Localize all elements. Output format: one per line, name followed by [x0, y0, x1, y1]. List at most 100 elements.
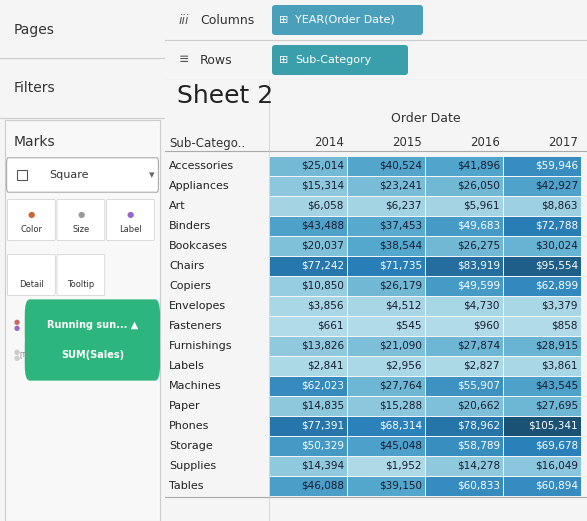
- Bar: [426, 257, 503, 276]
- Bar: [348, 457, 425, 476]
- Bar: [348, 377, 425, 396]
- Bar: [504, 477, 581, 496]
- Text: $105,341: $105,341: [528, 421, 578, 431]
- FancyBboxPatch shape: [6, 158, 158, 192]
- Text: $77,391: $77,391: [301, 421, 344, 431]
- Text: Fasteners: Fasteners: [169, 321, 222, 331]
- FancyBboxPatch shape: [25, 300, 160, 351]
- Bar: [348, 297, 425, 316]
- FancyBboxPatch shape: [25, 329, 160, 381]
- Text: $72,788: $72,788: [535, 221, 578, 231]
- Bar: [426, 317, 503, 336]
- Text: Running sun... ▲: Running sun... ▲: [47, 320, 138, 330]
- Text: YEAR(Order Date): YEAR(Order Date): [295, 15, 394, 25]
- Bar: [426, 197, 503, 216]
- Bar: [270, 357, 347, 376]
- Text: $45,048: $45,048: [379, 441, 422, 451]
- Bar: [348, 437, 425, 456]
- Text: $60,833: $60,833: [457, 481, 500, 491]
- Text: $30,024: $30,024: [535, 241, 578, 251]
- Bar: [348, 357, 425, 376]
- Text: $2,827: $2,827: [464, 361, 500, 371]
- FancyBboxPatch shape: [106, 200, 154, 241]
- Text: $20,037: $20,037: [301, 241, 344, 251]
- Bar: [270, 197, 347, 216]
- Bar: [504, 297, 581, 316]
- Text: $59,946: $59,946: [535, 161, 578, 171]
- Text: Binders: Binders: [169, 221, 211, 231]
- Text: $43,488: $43,488: [301, 221, 344, 231]
- Text: Labels: Labels: [169, 361, 205, 371]
- Text: $3,856: $3,856: [308, 301, 344, 311]
- Bar: [504, 157, 581, 176]
- Bar: [426, 277, 503, 296]
- Text: $42,927: $42,927: [535, 181, 578, 191]
- Bar: [270, 257, 347, 276]
- Text: ≡: ≡: [179, 54, 190, 67]
- Text: $40,524: $40,524: [379, 161, 422, 171]
- Bar: [504, 377, 581, 396]
- Text: $27,695: $27,695: [535, 401, 578, 411]
- Text: 2016: 2016: [470, 137, 500, 150]
- Bar: [426, 457, 503, 476]
- Text: ⊞: ⊞: [279, 15, 288, 25]
- Text: ●: ●: [13, 319, 19, 325]
- Bar: [426, 237, 503, 256]
- Text: [T]: [T]: [20, 352, 29, 358]
- Text: $3,379: $3,379: [541, 301, 578, 311]
- Text: $62,899: $62,899: [535, 281, 578, 291]
- Bar: [348, 337, 425, 356]
- Text: $23,241: $23,241: [379, 181, 422, 191]
- Bar: [270, 297, 347, 316]
- Text: $6,237: $6,237: [386, 201, 422, 211]
- Text: SUM(Sales): SUM(Sales): [61, 350, 124, 360]
- Text: Sub-Catego..: Sub-Catego..: [169, 137, 245, 150]
- Text: $5,961: $5,961: [464, 201, 500, 211]
- Text: $545: $545: [396, 321, 422, 331]
- Text: $55,907: $55,907: [457, 381, 500, 391]
- FancyBboxPatch shape: [8, 254, 55, 295]
- Bar: [504, 257, 581, 276]
- Text: $49,599: $49,599: [457, 281, 500, 291]
- Text: $1,952: $1,952: [386, 461, 422, 471]
- Bar: [504, 337, 581, 356]
- Text: ●: ●: [13, 325, 19, 331]
- Bar: [270, 417, 347, 436]
- Text: $4,512: $4,512: [386, 301, 422, 311]
- Bar: [504, 437, 581, 456]
- Text: $14,394: $14,394: [301, 461, 344, 471]
- FancyBboxPatch shape: [57, 254, 104, 295]
- Bar: [504, 217, 581, 236]
- Text: $83,919: $83,919: [457, 261, 500, 271]
- Text: $858: $858: [552, 321, 578, 331]
- Bar: [348, 237, 425, 256]
- Text: Label: Label: [119, 226, 141, 234]
- Bar: [504, 357, 581, 376]
- Bar: [348, 217, 425, 236]
- Bar: [270, 237, 347, 256]
- Bar: [348, 477, 425, 496]
- Text: Art: Art: [169, 201, 185, 211]
- Text: Rows: Rows: [200, 54, 232, 67]
- Bar: [504, 277, 581, 296]
- Text: Envelopes: Envelopes: [169, 301, 226, 311]
- Bar: [348, 177, 425, 196]
- Text: $2,956: $2,956: [386, 361, 422, 371]
- Text: Order Date: Order Date: [391, 111, 461, 125]
- Text: ▾: ▾: [149, 170, 154, 180]
- Text: ●: ●: [77, 210, 85, 219]
- Bar: [270, 437, 347, 456]
- Text: Detail: Detail: [19, 280, 44, 290]
- Text: $15,288: $15,288: [379, 401, 422, 411]
- Text: $4,730: $4,730: [464, 301, 500, 311]
- Text: Phones: Phones: [169, 421, 210, 431]
- Text: $27,764: $27,764: [379, 381, 422, 391]
- Text: $26,050: $26,050: [457, 181, 500, 191]
- Text: $3,861: $3,861: [541, 361, 578, 371]
- Bar: [270, 477, 347, 496]
- FancyBboxPatch shape: [57, 200, 104, 241]
- Bar: [504, 397, 581, 416]
- Bar: [426, 297, 503, 316]
- Bar: [504, 317, 581, 336]
- Text: Paper: Paper: [169, 401, 201, 411]
